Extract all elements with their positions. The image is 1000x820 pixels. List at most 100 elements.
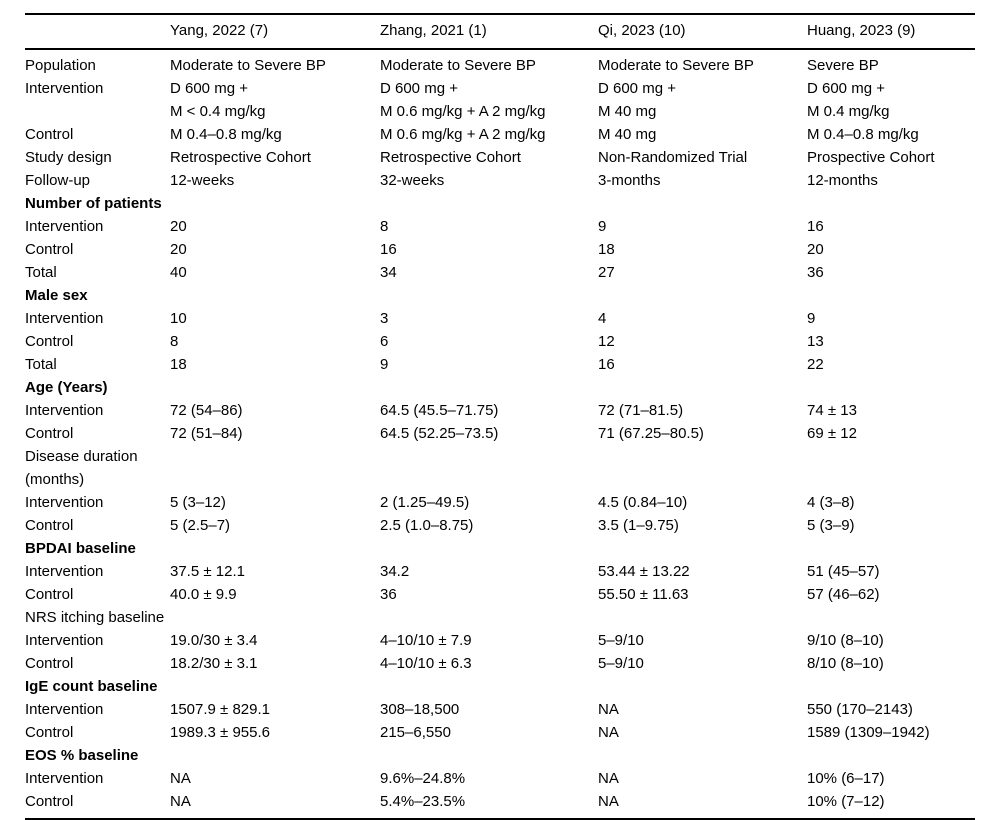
table-cell: D 600 mg + M 40 mg bbox=[598, 80, 676, 120]
table-cell: M 0.4–0.8 mg/kg bbox=[807, 126, 919, 143]
table-cell: Severe BP bbox=[807, 57, 879, 74]
table-cell: 5.4%–23.5% bbox=[380, 793, 466, 810]
table-row: Intervention 5 (3–12) 2 (1.25–49.5) 4.5 (0.… bbox=[25, 491, 975, 514]
table-cell: 5–9/10 bbox=[598, 632, 644, 649]
row-label: Control bbox=[25, 241, 74, 258]
table-cell: 53.44 ± 13.22 bbox=[598, 563, 690, 580]
row-label: Control bbox=[25, 425, 74, 442]
table-cell: 4–10/10 ± 7.9 bbox=[380, 632, 472, 649]
table-cell: 18 bbox=[170, 356, 187, 373]
table-cell bbox=[170, 606, 380, 629]
table-cell: 40.0 ± 9.9 bbox=[170, 586, 237, 603]
table-row: Control M 0.4–0.8 mg/kg M 0.6 mg/kg + A 2 … bbox=[25, 123, 975, 146]
table-cell: 20 bbox=[807, 241, 824, 258]
table-cell: 19.0/30 ± 3.4 bbox=[170, 632, 258, 649]
table-cell: D 600 mg + M 0.6 mg/kg + A 2 mg/kg bbox=[380, 80, 546, 120]
section-row: Number of patients bbox=[25, 192, 975, 215]
column-header-yang-2022: Yang, 2022 (7) bbox=[170, 14, 380, 50]
table-cell bbox=[380, 284, 598, 307]
row-label: Intervention bbox=[25, 563, 104, 580]
table-cell: 16 bbox=[807, 218, 824, 235]
table-cell: 4 (3–8) bbox=[807, 494, 855, 511]
table-row: Control 72 (51–84) 64.5 (52.25–73.5) 71 (67… bbox=[25, 422, 975, 445]
table-cell: Prospective Cohort bbox=[807, 149, 935, 166]
table-row: Intervention 20 8 9 16 bbox=[25, 215, 975, 238]
table-cell: NA bbox=[598, 724, 619, 741]
table-cell bbox=[170, 744, 380, 767]
table-cell: 5 (3–9) bbox=[807, 517, 855, 534]
table-row: Control 8 6 12 13 bbox=[25, 330, 975, 353]
table-row: Intervention 19.0/30 ± 3.4 4–10/10 ± 7.9 5–… bbox=[25, 629, 975, 652]
table-cell bbox=[807, 744, 975, 767]
table-cell: 18.2/30 ± 3.1 bbox=[170, 655, 258, 672]
table-cell: 69 ± 12 bbox=[807, 425, 857, 442]
row-label: Control bbox=[25, 724, 74, 741]
table-cell: 5 (3–12) bbox=[170, 494, 226, 511]
row-label: Intervention bbox=[25, 80, 104, 97]
table-cell bbox=[807, 284, 975, 307]
row-label: Intervention bbox=[25, 701, 104, 718]
table-cell bbox=[807, 192, 975, 215]
table-cell: Retrospective Cohort bbox=[170, 149, 311, 166]
table-cell: 72 (54–86) bbox=[170, 402, 243, 419]
table-cell: NA bbox=[170, 793, 191, 810]
table-cell bbox=[598, 537, 807, 560]
table-cell bbox=[380, 376, 598, 399]
table-row: Total 18 9 16 22 bbox=[25, 353, 975, 376]
table-cell: 32-weeks bbox=[380, 172, 445, 189]
table-cell: Moderate to Severe BP bbox=[598, 57, 754, 74]
row-label: Control bbox=[25, 586, 74, 603]
row-label: Male sex bbox=[25, 287, 88, 304]
table-cell: 20 bbox=[170, 218, 187, 235]
table-cell: D 600 mg + M < 0.4 mg/kg bbox=[170, 80, 266, 120]
table-cell bbox=[807, 606, 975, 629]
row-label: Population bbox=[25, 57, 96, 74]
row-label: Disease duration (months) bbox=[25, 448, 138, 488]
table-cell bbox=[598, 606, 807, 629]
table-cell bbox=[380, 445, 598, 491]
table-cell: D 600 mg + M 0.4 mg/kg bbox=[807, 80, 890, 120]
row-label: Study design bbox=[25, 149, 112, 166]
table-row: Control 20 16 18 20 bbox=[25, 238, 975, 261]
row-label: Number of patients bbox=[25, 195, 162, 212]
table-cell bbox=[598, 284, 807, 307]
table-cell bbox=[807, 537, 975, 560]
row-label: Follow-up bbox=[25, 172, 91, 189]
table-cell: 18 bbox=[598, 241, 615, 258]
table-cell: 1989.3 ± 955.6 bbox=[170, 724, 270, 741]
table-cell: 27 bbox=[598, 264, 615, 281]
table-cell: 2 (1.25–49.5) bbox=[380, 494, 470, 511]
table-body: Population Moderate to Severe BP Moderate … bbox=[25, 49, 975, 819]
row-label: Control bbox=[25, 333, 74, 350]
table-cell: 8 bbox=[170, 333, 179, 350]
table-cell: NA bbox=[598, 770, 619, 787]
table-row: Intervention 37.5 ± 12.1 34.2 53.44 ± 13.22… bbox=[25, 560, 975, 583]
section-row: Disease duration (months) bbox=[25, 445, 975, 491]
table-cell: 57 (46–62) bbox=[807, 586, 880, 603]
table-cell: 71 (67.25–80.5) bbox=[598, 425, 704, 442]
table-cell: 10 bbox=[170, 310, 187, 327]
table-cell bbox=[170, 675, 380, 698]
table-cell: 34.2 bbox=[380, 563, 410, 580]
table-cell: 22 bbox=[807, 356, 824, 373]
table-cell: 4–10/10 ± 6.3 bbox=[380, 655, 472, 672]
column-header-empty bbox=[25, 14, 170, 50]
table-cell bbox=[380, 606, 598, 629]
table-cell: 9.6%–24.8% bbox=[380, 770, 466, 787]
table-cell: 16 bbox=[598, 356, 615, 373]
table-cell: NA bbox=[598, 701, 619, 718]
section-row: IgE count baseline bbox=[25, 675, 975, 698]
table-row: Total 40 34 27 36 bbox=[25, 261, 975, 284]
table-cell: 9 bbox=[380, 356, 389, 373]
table-row: Intervention NA 9.6%–24.8% NA 10% (6–17) bbox=[25, 767, 975, 790]
column-header-huang-2023: Huang, 2023 (9) bbox=[807, 14, 975, 50]
row-label: NRS itching baseline bbox=[25, 609, 165, 626]
table-cell: 12-weeks bbox=[170, 172, 235, 189]
table-cell: 55.50 ± 11.63 bbox=[598, 586, 689, 603]
row-label: Intervention bbox=[25, 218, 104, 235]
row-label: BPDAI baseline bbox=[25, 540, 136, 557]
table-row: Control 5 (2.5–7) 2.5 (1.0–8.75) 3.5 (1–9.7… bbox=[25, 514, 975, 537]
table-cell bbox=[598, 675, 807, 698]
table-cell bbox=[380, 744, 598, 767]
table-cell: Moderate to Severe BP bbox=[170, 57, 326, 74]
